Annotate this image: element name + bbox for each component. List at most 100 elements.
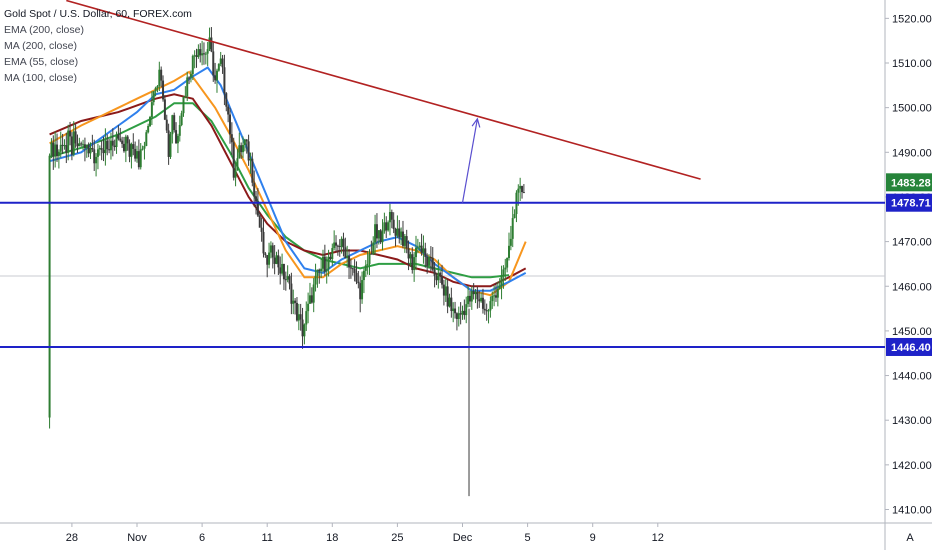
candle-body: [348, 255, 351, 268]
candle-body: [353, 268, 356, 273]
candle-body: [476, 292, 479, 300]
legend-ma-100[interactable]: MA (100, close): [4, 72, 77, 84]
ma-line-2[interactable]: [49, 70, 527, 297]
candle-body: [201, 53, 204, 56]
candle-body: [485, 310, 488, 312]
candle-body: [108, 149, 111, 151]
descending-trendline[interactable]: [66, 0, 701, 180]
candle-body: [521, 186, 524, 193]
autoscale-label[interactable]: A: [906, 532, 914, 544]
candle-body: [149, 117, 152, 126]
price-tick-label: 1450.00: [892, 326, 932, 338]
candle-body: [506, 257, 509, 268]
candle-body: [405, 236, 408, 249]
candle-body: [279, 267, 282, 274]
candle-body: [262, 231, 265, 254]
candle-body: [264, 253, 267, 256]
candle-body: [468, 295, 471, 302]
candle-body: [513, 214, 516, 219]
autoscale-button[interactable]: [901, 528, 919, 546]
candle-body: [416, 247, 419, 249]
candle-body: [467, 295, 470, 305]
legend-ma-200[interactable]: MA (200, close): [4, 40, 77, 52]
candle-body: [338, 246, 341, 248]
candle-body: [351, 268, 354, 270]
candle-body: [498, 286, 501, 289]
candle-body: [411, 254, 414, 271]
legend-ema-55[interactable]: EMA (55, close): [4, 56, 79, 68]
candle-body: [459, 313, 462, 315]
candle-body: [76, 143, 79, 147]
candle-body: [463, 310, 466, 316]
candle-body: [186, 77, 189, 96]
level-tag-label-0: 1478.71: [891, 198, 931, 210]
candle-body: [409, 254, 412, 259]
candle-body: [452, 308, 455, 312]
candle-body: [59, 144, 62, 152]
candle-body: [375, 224, 378, 239]
candle-body: [346, 255, 349, 259]
candle-body: [212, 51, 215, 76]
candle-body: [137, 151, 140, 168]
candle-body: [428, 257, 431, 266]
candle-body: [204, 53, 207, 55]
candle-body: [437, 272, 440, 281]
candle-body: [435, 275, 438, 281]
candle-body: [217, 63, 220, 71]
level-tag-1: [886, 337, 932, 356]
candle-body: [481, 297, 484, 309]
candle-body: [342, 238, 345, 248]
chart-legend: Gold Spot / U.S. Dollar, 60, FOREX.com E…: [4, 6, 192, 86]
projection-arrow[interactable]: [461, 118, 478, 203]
candle-body: [442, 284, 445, 296]
candle-body: [494, 295, 497, 298]
time-tick-label: 6: [199, 532, 205, 544]
candle-body: [266, 255, 269, 265]
candle-body: [455, 313, 458, 320]
legend-ema-200[interactable]: EMA (200, close): [4, 24, 84, 36]
candle-body: [256, 201, 259, 216]
candle-body: [57, 151, 60, 157]
candle-body: [327, 256, 330, 270]
candle-body: [130, 144, 133, 157]
candle-body: [299, 314, 302, 320]
candle-body: [182, 97, 185, 114]
candle-body: [316, 269, 319, 276]
candle-body: [255, 196, 258, 202]
candle-body: [202, 53, 205, 55]
candle-body: [139, 149, 142, 168]
plot-area[interactable]: [0, 0, 885, 523]
candle-body: [519, 186, 522, 189]
candle-body: [236, 158, 239, 171]
candle-body: [251, 158, 254, 183]
ma-line-1[interactable]: [49, 93, 527, 288]
price-tick-label: 1440.00: [892, 371, 932, 383]
candle-body: [390, 212, 393, 220]
price-tick-label: 1510.00: [892, 58, 932, 70]
candle-body: [517, 188, 520, 193]
candle-body: [509, 238, 512, 246]
ma-line-3[interactable]: [49, 66, 527, 292]
price-tick-label: 1430.00: [892, 415, 932, 427]
candle-body: [126, 136, 129, 144]
candle-body: [308, 295, 311, 304]
candle-body: [379, 230, 382, 243]
candle-body: [143, 145, 146, 149]
candle-body: [429, 257, 432, 259]
candle-body: [100, 148, 103, 150]
candle-body: [70, 136, 73, 155]
candle-body: [372, 242, 375, 254]
candle-body: [189, 74, 192, 78]
candle-body: [67, 130, 70, 153]
candle-body: [426, 256, 429, 266]
candle-body: [480, 297, 483, 302]
candle-body: [117, 134, 120, 139]
candle-body: [230, 134, 233, 143]
candle-body: [150, 102, 153, 118]
candle-body: [418, 245, 421, 248]
candle-body: [173, 115, 176, 131]
candle-body: [96, 149, 99, 157]
candle-body: [465, 304, 468, 316]
